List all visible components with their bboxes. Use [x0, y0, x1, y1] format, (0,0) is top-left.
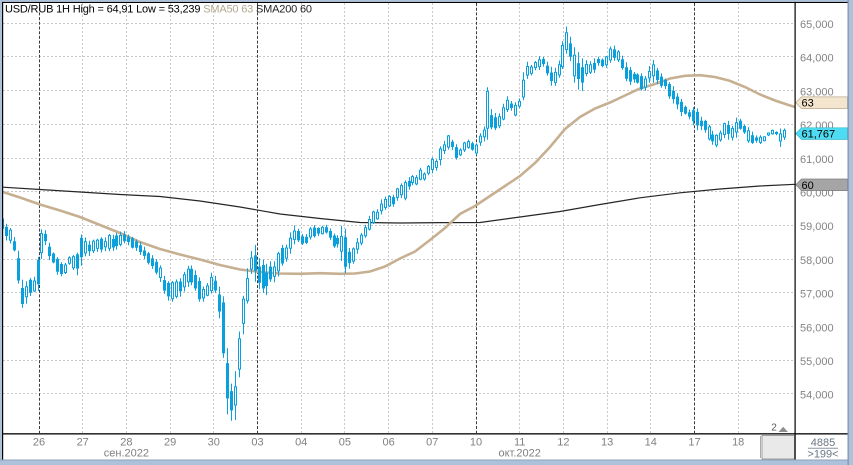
svg-text:64,000: 64,000: [800, 53, 834, 65]
svg-text:65,000: 65,000: [800, 19, 834, 31]
svg-text:63: 63: [802, 98, 814, 110]
svg-text:56,000: 56,000: [800, 322, 834, 334]
svg-text:USD/RUB 1H High = 64,91 Low =: USD/RUB 1H High = 64,91 Low = 53,239 SMA…: [5, 4, 312, 16]
svg-text:57,000: 57,000: [800, 289, 834, 301]
svg-text:59,000: 59,000: [800, 221, 834, 233]
svg-text:11: 11: [514, 437, 525, 449]
svg-text:04: 04: [295, 437, 307, 449]
svg-text:17: 17: [688, 437, 700, 449]
svg-text:61,767: 61,767: [802, 129, 836, 141]
svg-text:05: 05: [339, 437, 351, 449]
svg-text:сен.2022: сен.2022: [104, 448, 149, 460]
svg-text:07: 07: [426, 437, 438, 449]
svg-text:63,000: 63,000: [800, 86, 834, 98]
svg-text:03: 03: [251, 437, 263, 449]
svg-text:2: 2: [771, 423, 777, 434]
svg-text:27: 27: [77, 437, 89, 449]
svg-text:18: 18: [732, 437, 744, 449]
svg-text:13: 13: [601, 437, 613, 449]
svg-text:60: 60: [802, 180, 814, 192]
svg-text:54,000: 54,000: [800, 390, 834, 402]
svg-text:29: 29: [164, 437, 176, 449]
svg-text:12: 12: [557, 437, 569, 449]
svg-text:55,000: 55,000: [800, 356, 834, 368]
svg-text:28: 28: [120, 437, 132, 449]
svg-text:>199<: >199<: [807, 449, 838, 461]
svg-text:14: 14: [645, 437, 657, 449]
svg-text:4885: 4885: [811, 437, 835, 449]
svg-text:58,000: 58,000: [800, 255, 834, 267]
svg-text:10: 10: [470, 437, 482, 449]
svg-text:30: 30: [208, 437, 220, 449]
svg-text:06: 06: [382, 437, 394, 449]
svg-text:окт.2022: окт.2022: [498, 448, 540, 460]
svg-text:26: 26: [33, 437, 45, 449]
svg-text:61,000: 61,000: [800, 154, 834, 166]
